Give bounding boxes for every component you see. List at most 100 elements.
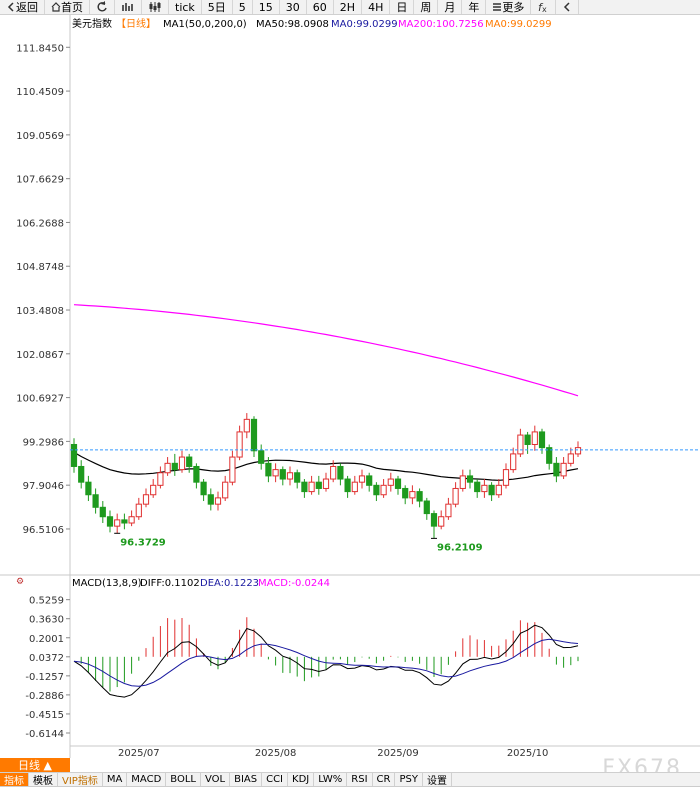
candle-body bbox=[466, 475, 474, 483]
indicator-bar: 指标 模板 VIP指标 MA MACD BOLL VOL BIAS CCI KDJ LW% RSI CR… bbox=[0, 772, 700, 787]
y-tick-label: 106.2688 bbox=[16, 218, 64, 229]
toolbar-item-candlestick-icon[interactable] bbox=[142, 0, 169, 14]
candlestick-icon bbox=[148, 1, 162, 13]
low-annotation: 96.2109 bbox=[437, 542, 483, 553]
toolbar-item-30[interactable]: 30 bbox=[280, 0, 307, 14]
indicator-tab-KDJ[interactable]: KDJ bbox=[288, 773, 315, 786]
indicator-tab-VIP指标[interactable]: VIP指标 bbox=[58, 773, 103, 787]
candle-body bbox=[445, 503, 452, 518]
toolbar-label: tick bbox=[175, 0, 195, 14]
toolbar-item-60[interactable]: 60 bbox=[307, 0, 334, 14]
price-annotations: 96.3729 96.2109 bbox=[114, 532, 483, 553]
candle-body bbox=[272, 469, 279, 477]
candle-body bbox=[308, 481, 315, 493]
toolbar-label: 60 bbox=[312, 0, 327, 14]
toolbar-label: 4H bbox=[368, 0, 384, 14]
candle-body bbox=[488, 484, 495, 496]
toolbar-item-5[interactable]: 5 bbox=[233, 0, 253, 14]
indicator-tab-指标[interactable]: 指标 bbox=[0, 773, 29, 787]
candle-body bbox=[265, 462, 272, 477]
indicator-tab-BOLL[interactable]: BOLL bbox=[166, 773, 201, 786]
candles bbox=[70, 413, 582, 539]
y-tick-label: 111.8450 bbox=[16, 43, 64, 54]
candle-body bbox=[92, 494, 99, 508]
x-tick-label: 2025/08 bbox=[255, 748, 297, 758]
svg-text:x: x bbox=[542, 5, 547, 13]
candle-body bbox=[222, 481, 229, 499]
indicator-tab-设置[interactable]: 设置 bbox=[423, 773, 452, 787]
candle-body bbox=[142, 494, 150, 505]
toolbar-item-refresh-icon[interactable] bbox=[90, 0, 115, 14]
legend-ma0-b: MA0:99.0299 bbox=[485, 19, 552, 30]
macd-settings-icon[interactable]: ⚙ bbox=[16, 577, 24, 587]
candle-body bbox=[286, 472, 294, 480]
toolbar-label: 月 bbox=[444, 1, 456, 14]
candle-body bbox=[409, 491, 416, 499]
toolbar-item-5日[interactable]: 5日 bbox=[202, 0, 233, 14]
candle-body bbox=[200, 481, 207, 496]
candle-body bbox=[114, 519, 121, 527]
dea-line bbox=[73, 638, 579, 687]
toolbar-item-首页[interactable]: 首页 bbox=[45, 0, 90, 14]
macd-tick-label: -0.2886 bbox=[25, 691, 64, 702]
indicator-tab-LW%[interactable]: LW% bbox=[314, 773, 348, 786]
toolbar-item-月[interactable]: 月 bbox=[438, 0, 463, 14]
low-annotation: 96.3729 bbox=[120, 537, 166, 548]
candle-body bbox=[430, 513, 438, 527]
indicator-tab-CCI[interactable]: CCI bbox=[262, 773, 289, 786]
candle-body bbox=[214, 497, 222, 505]
legend-symbol: 美元指数 bbox=[72, 17, 112, 30]
indicator-tab-RSI[interactable]: RSI bbox=[347, 773, 373, 786]
macd-tick-label: 0.3630 bbox=[29, 615, 64, 626]
candle-body bbox=[574, 447, 582, 455]
y-tick-label: 109.0569 bbox=[16, 131, 64, 142]
toolbar-item-bar-chart-icon[interactable] bbox=[115, 0, 142, 14]
diff-line bbox=[73, 624, 579, 698]
indicator-tab-BIAS[interactable]: BIAS bbox=[230, 773, 263, 786]
macd-tick-label: -0.6144 bbox=[25, 729, 64, 740]
candle-body bbox=[70, 443, 78, 467]
toolbar-item-chevron-left-icon[interactable] bbox=[556, 0, 580, 14]
chart-area[interactable]: 美元指数 【日线】 MA1(50,0,200,0) MA50:98.0908 M… bbox=[0, 15, 700, 759]
candle-body bbox=[481, 484, 488, 493]
indicator-tab-PSY[interactable]: PSY bbox=[395, 773, 423, 786]
y-tick-label: 110.4509 bbox=[16, 87, 64, 98]
toolbar-item-日[interactable]: 日 bbox=[390, 0, 415, 14]
indicator-tab-MACD[interactable]: MACD bbox=[127, 773, 167, 786]
indicator-tab-模板[interactable]: 模板 bbox=[29, 773, 58, 787]
kline-chart-svg[interactable]: 美元指数 【日线】 MA1(50,0,200,0) MA50:98.0908 M… bbox=[0, 15, 700, 759]
indicator-tab-VOL[interactable]: VOL bbox=[201, 773, 231, 786]
candle-body bbox=[330, 465, 337, 480]
toolbar-item-更多[interactable]: 更多 bbox=[486, 0, 532, 14]
toolbar-item-年[interactable]: 年 bbox=[462, 0, 487, 14]
toolbar-item-15[interactable]: 15 bbox=[253, 0, 280, 14]
candle-body bbox=[524, 434, 531, 445]
toolbar-item-tick[interactable]: tick bbox=[169, 0, 202, 14]
macd-legend-dea: DEA:0.1223 bbox=[200, 578, 259, 589]
y-tick-label: 103.4808 bbox=[16, 306, 64, 317]
refresh-icon bbox=[96, 1, 108, 13]
candle-body bbox=[186, 456, 193, 467]
period-selector[interactable]: 日线 ▲ bbox=[0, 758, 70, 772]
macd-tick-label: -0.1257 bbox=[25, 672, 64, 683]
candle-body bbox=[78, 465, 85, 483]
candle-body bbox=[337, 465, 344, 480]
indicator-tab-CR[interactable]: CR bbox=[373, 773, 396, 786]
toolbar-item-2H[interactable]: 2H bbox=[334, 0, 363, 14]
macd-tick-label: -0.4515 bbox=[25, 710, 64, 721]
toolbar-item-4H[interactable]: 4H bbox=[362, 0, 391, 14]
toolbar-label: 30 bbox=[285, 0, 300, 14]
macd-legend-diff: DIFF:0.1102 bbox=[140, 578, 200, 589]
y-tick-label: 107.6629 bbox=[16, 175, 64, 186]
candle-body bbox=[394, 478, 402, 489]
macd-tick-label: 0.5259 bbox=[29, 596, 64, 607]
candle-body bbox=[258, 450, 265, 464]
toolbar-item-返回[interactable]: 返回 bbox=[0, 0, 45, 14]
toolbar-label: 返回 bbox=[16, 1, 38, 14]
candle-body bbox=[517, 434, 524, 455]
toolbar-item-周[interactable]: 周 bbox=[414, 0, 439, 14]
indicator-tab-MA[interactable]: MA bbox=[103, 773, 128, 786]
macd-tick-label: 0.0372 bbox=[29, 653, 64, 664]
macd-legend-name: MACD(13,8,9) bbox=[72, 578, 142, 589]
